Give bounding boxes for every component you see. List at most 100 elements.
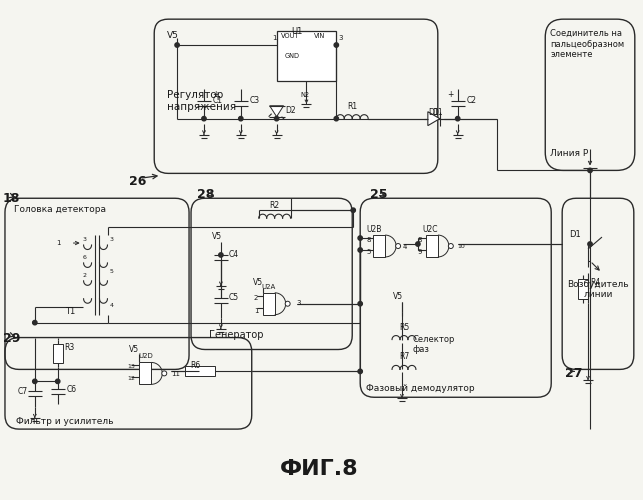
Text: 27: 27 <box>565 368 583 380</box>
Bar <box>426 235 438 257</box>
Circle shape <box>455 116 460 121</box>
Circle shape <box>334 43 338 47</box>
Text: C6: C6 <box>67 385 77 394</box>
Bar <box>53 344 62 363</box>
Text: VIN: VIN <box>314 33 325 39</box>
Polygon shape <box>269 106 284 117</box>
Circle shape <box>448 244 453 248</box>
Text: 18: 18 <box>3 192 21 205</box>
Text: Регулятор
напряжения: Регулятор напряжения <box>167 90 236 112</box>
Circle shape <box>285 301 290 306</box>
Text: VOUT: VOUT <box>280 33 299 39</box>
Polygon shape <box>428 112 440 126</box>
Circle shape <box>358 248 363 252</box>
Circle shape <box>358 369 363 374</box>
Text: Фильтр и усилитель: Фильтр и усилитель <box>16 417 113 426</box>
Text: R1: R1 <box>347 102 358 110</box>
Text: R6: R6 <box>190 362 200 370</box>
Circle shape <box>588 168 592 172</box>
Bar <box>185 366 215 376</box>
Text: 13: 13 <box>127 364 135 370</box>
Circle shape <box>416 242 420 246</box>
Text: 10: 10 <box>458 244 466 249</box>
Text: ФИГ.8: ФИГ.8 <box>280 459 359 479</box>
Text: 2: 2 <box>82 273 87 278</box>
Text: Селектор
фаз: Селектор фаз <box>413 335 455 354</box>
Text: 4: 4 <box>403 244 408 250</box>
Text: U2B: U2B <box>366 225 381 234</box>
Text: 3: 3 <box>296 300 301 306</box>
Text: 3: 3 <box>82 237 87 242</box>
Circle shape <box>395 244 401 248</box>
Bar <box>276 31 336 81</box>
Text: D1: D1 <box>428 108 439 116</box>
Text: U2D: U2D <box>138 354 152 360</box>
Text: D1: D1 <box>569 230 581 239</box>
Text: V5: V5 <box>167 31 179 40</box>
Text: R7: R7 <box>399 352 409 362</box>
Text: 6: 6 <box>83 255 87 260</box>
Text: R5: R5 <box>399 322 409 332</box>
Text: GND: GND <box>285 53 300 59</box>
Text: 3: 3 <box>109 237 113 242</box>
Text: 8: 8 <box>418 237 422 243</box>
Text: D1: D1 <box>432 108 442 116</box>
Text: U1: U1 <box>291 27 302 36</box>
Text: 9: 9 <box>418 249 422 255</box>
Circle shape <box>275 116 279 121</box>
Text: D2: D2 <box>285 106 296 115</box>
Text: V5: V5 <box>253 278 263 287</box>
Bar <box>373 235 385 257</box>
Text: C3: C3 <box>249 96 260 106</box>
Text: R4: R4 <box>590 278 601 287</box>
Text: Соединитель на
пальцеобразном
элементе: Соединитель на пальцеобразном элементе <box>550 29 624 59</box>
Circle shape <box>358 302 363 306</box>
Text: 8: 8 <box>366 237 370 243</box>
Text: Линия Р: Линия Р <box>550 148 588 158</box>
Bar <box>140 362 151 384</box>
Circle shape <box>351 208 356 212</box>
Text: 29: 29 <box>3 332 21 344</box>
Circle shape <box>55 379 60 384</box>
Text: 28: 28 <box>197 188 214 202</box>
Text: R3: R3 <box>65 343 75 352</box>
Text: C7: C7 <box>18 387 28 396</box>
Circle shape <box>33 379 37 384</box>
Text: 4: 4 <box>109 302 113 308</box>
Text: 1: 1 <box>57 240 61 246</box>
Circle shape <box>219 253 223 257</box>
Text: U2C: U2C <box>422 225 437 234</box>
Text: C1: C1 <box>213 96 223 106</box>
Text: V5: V5 <box>129 344 140 354</box>
Text: Головка детектора: Головка детектора <box>14 205 106 214</box>
Circle shape <box>202 116 206 121</box>
Circle shape <box>358 236 363 240</box>
Circle shape <box>162 371 167 376</box>
Circle shape <box>239 116 243 121</box>
Text: Возбудитель
линии: Возбудитель линии <box>567 280 629 299</box>
Text: C2: C2 <box>467 96 476 106</box>
Text: 1: 1 <box>254 308 258 314</box>
Text: N2: N2 <box>300 92 310 98</box>
Text: 26: 26 <box>129 176 147 188</box>
Bar <box>578 279 588 299</box>
Text: 12: 12 <box>127 376 135 382</box>
Text: Фазовый демодулятор: Фазовый демодулятор <box>366 384 475 394</box>
Text: +: + <box>212 90 219 100</box>
Text: V5: V5 <box>212 232 222 241</box>
Circle shape <box>175 43 179 47</box>
Text: +: + <box>447 90 453 100</box>
Text: C5: C5 <box>229 294 239 302</box>
Text: 3: 3 <box>338 35 343 41</box>
Circle shape <box>588 242 592 246</box>
Text: R2: R2 <box>269 201 280 210</box>
Text: Генератор: Генератор <box>208 330 263 340</box>
Text: 1: 1 <box>272 35 276 41</box>
Text: 5: 5 <box>109 269 113 274</box>
Circle shape <box>334 116 338 121</box>
Text: V5: V5 <box>393 292 403 301</box>
Text: 25: 25 <box>370 188 388 202</box>
Text: U2A: U2A <box>262 284 276 290</box>
Circle shape <box>33 320 37 325</box>
Text: 5: 5 <box>366 249 370 255</box>
